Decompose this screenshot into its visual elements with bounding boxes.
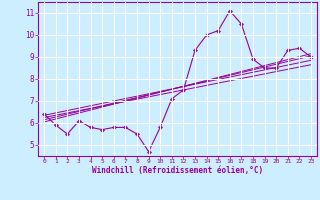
X-axis label: Windchill (Refroidissement éolien,°C): Windchill (Refroidissement éolien,°C) (92, 166, 263, 175)
